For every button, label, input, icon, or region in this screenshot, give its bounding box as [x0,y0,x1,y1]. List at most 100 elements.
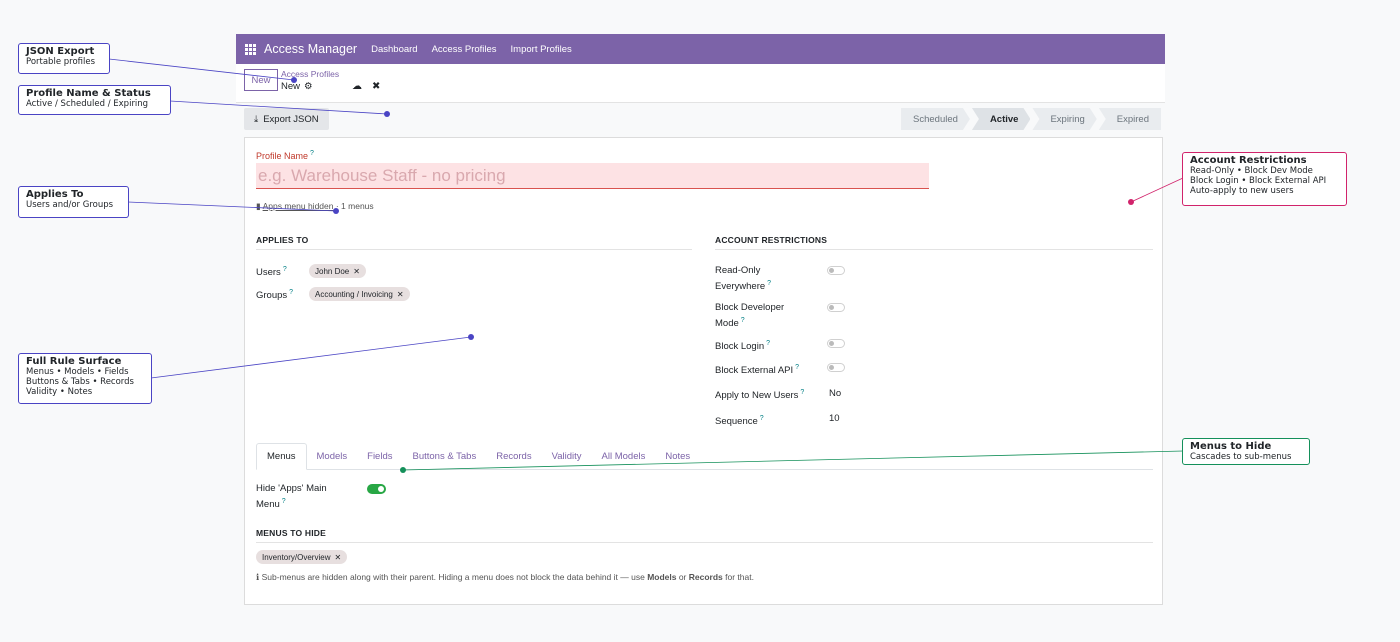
group-tag[interactable]: Accounting / Invoicing ✕ [309,287,410,301]
hint-text-a: Sub-menus are hidden along with their pa… [261,572,648,582]
gear-icon[interactable]: ⚙ [304,81,313,92]
callout-profile-name: Profile Name & Status Active / Scheduled… [18,85,171,115]
callout-json-export-sub: Portable profiles [26,57,96,67]
block-dev-toggle[interactable] [827,303,845,312]
sequence-label: Sequence? [715,412,764,428]
new-button[interactable]: New [244,69,278,91]
leader-dot-profile-name [384,111,390,117]
users-label: Users? [256,263,287,279]
stage-active[interactable]: Active [972,108,1031,130]
callout-applies-to-title: Applies To [26,189,84,200]
callout-profile-name-title: Profile Name & Status [26,88,151,99]
discard-x-icon[interactable]: ✖ [372,81,381,92]
tab-menus[interactable]: Menus [256,443,307,470]
stage-expiring[interactable]: Expiring [1032,108,1096,130]
tab-records[interactable]: Records [496,451,532,462]
nav-import-profiles[interactable]: Import Profiles [510,43,572,55]
apps-grid-icon[interactable] [245,43,256,55]
status-bar: Scheduled Active Expiring Expired [901,108,1163,130]
control-panel: New Access Profiles New ⚙ ☁ ✖ [236,64,1165,103]
info-book-icon: ▮ [256,201,261,211]
callout-profile-name-sub: Active / Scheduled / Expiring [26,99,149,109]
user-tag-text: John Doe [315,266,350,276]
callout-json-export-title: JSON Export [26,46,95,57]
block-dev-label: Block Developer Mode? [715,301,784,330]
user-tag[interactable]: John Doe ✕ [309,264,366,278]
profile-name-label: Profile Name? [256,150,314,161]
block-api-toggle[interactable] [827,363,845,372]
users-label-text: Users [256,267,281,279]
remove-x-icon[interactable]: ✕ [353,266,360,276]
help-icon[interactable]: ? [740,317,745,324]
help-icon[interactable]: ? [282,266,287,273]
help-icon[interactable]: ? [767,280,772,287]
apps-hidden-text: Apps menu hidden [262,201,334,211]
callout-full-rule-l1: Menus • Models • Fields [26,367,129,377]
hide-apps-label: Hide 'Apps' Main Menu? [256,482,327,511]
tab-fields[interactable]: Fields [367,451,393,462]
leader-dot-account-restrictions [1128,199,1134,205]
menu-tag-text: Inventory/Overview [262,552,331,562]
help-icon[interactable]: ? [800,389,805,396]
apply-new-label: Apply to New Users? [715,386,804,402]
tab-buttons-tabs[interactable]: Buttons & Tabs [412,451,477,462]
block-dev-l1: Block Developer [715,302,785,313]
breadcrumb[interactable]: Access Profiles [281,69,340,79]
read-only-label: Read-Only Everywhere? [715,264,771,293]
apply-new-value[interactable]: No [829,388,842,399]
cloud-save-icon[interactable]: ☁ [352,81,362,92]
leader-menus-to-hide [402,450,1184,471]
read-only-toggle[interactable] [827,266,845,275]
apps-info-line: ▮ Apps menu hidden · 1 menus [256,201,374,212]
callout-account-restrictions: Account Restrictions Read-Only • Block D… [1182,152,1347,206]
callout-account-restrictions-l3: Auto-apply to new users [1190,186,1294,196]
help-icon[interactable]: ? [281,498,286,505]
tab-models[interactable]: Models [316,451,348,462]
leader-account-restrictions [1130,177,1184,203]
leader-profile-name [169,100,388,115]
leader-applies-to [127,201,337,212]
help-icon[interactable]: ? [310,150,314,157]
group-tag-text: Accounting / Invoicing [315,289,393,299]
menus-to-hide-heading: MENUS TO HIDE [256,528,1153,543]
callout-account-restrictions-l1: Read-Only • Block Dev Mode [1190,166,1313,176]
sequence-value[interactable]: 10 [829,413,840,424]
tab-all-models[interactable]: All Models [601,451,646,462]
tab-validity[interactable]: Validity [551,451,582,462]
menu-tag[interactable]: Inventory/Overview ✕ [256,550,348,564]
form-toolbar: ⤓ Export JSON Scheduled Active Expiring … [236,103,1165,136]
stage-expired[interactable]: Expired [1098,108,1161,130]
help-icon[interactable]: ? [759,415,764,422]
profile-name-input[interactable]: e.g. Warehouse Staff - no pricing [256,163,929,189]
leader-dot-applies-to [333,208,339,214]
help-icon[interactable]: ? [795,364,800,371]
apply-new-text: Apply to New Users [715,390,799,402]
download-icon: ⤓ [254,113,259,125]
callout-account-restrictions-title: Account Restrictions [1190,155,1307,166]
profile-name-label-text: Profile Name [256,151,309,161]
stage-scheduled[interactable]: Scheduled [901,108,970,130]
remove-x-icon[interactable]: ✕ [334,552,342,562]
tab-notes[interactable]: Notes [665,451,691,462]
callout-applies-to-sub: Users and/or Groups [26,200,114,210]
menus-hint: ℹ Sub-menus are hidden along with their … [256,572,754,583]
callout-full-rule-title: Full Rule Surface [26,356,122,367]
help-icon[interactable]: ? [289,289,294,296]
app-brand[interactable]: Access Manager [264,42,358,56]
nav-access-profiles[interactable]: Access Profiles [431,43,497,55]
nav-dashboard[interactable]: Dashboard [371,43,418,55]
remove-x-icon[interactable]: ✕ [396,289,404,299]
callout-full-rule-l3: Validity • Notes [26,387,93,397]
export-json-button[interactable]: ⤓ Export JSON [244,108,329,130]
menus-count-text: · 1 menus [335,201,374,211]
export-json-label: Export JSON [263,113,319,125]
help-icon[interactable]: ? [766,340,771,347]
hide-apps-toggle[interactable] [367,484,386,494]
app-window: Access Manager Dashboard Access Profiles… [236,34,1165,608]
block-api-text: Block External API [715,365,794,377]
block-login-toggle[interactable] [827,339,845,348]
leader-json-export [108,58,295,81]
block-login-label: Block Login? [715,337,770,353]
form-sheet: Profile Name? e.g. Warehouse Staff - no … [244,137,1163,605]
